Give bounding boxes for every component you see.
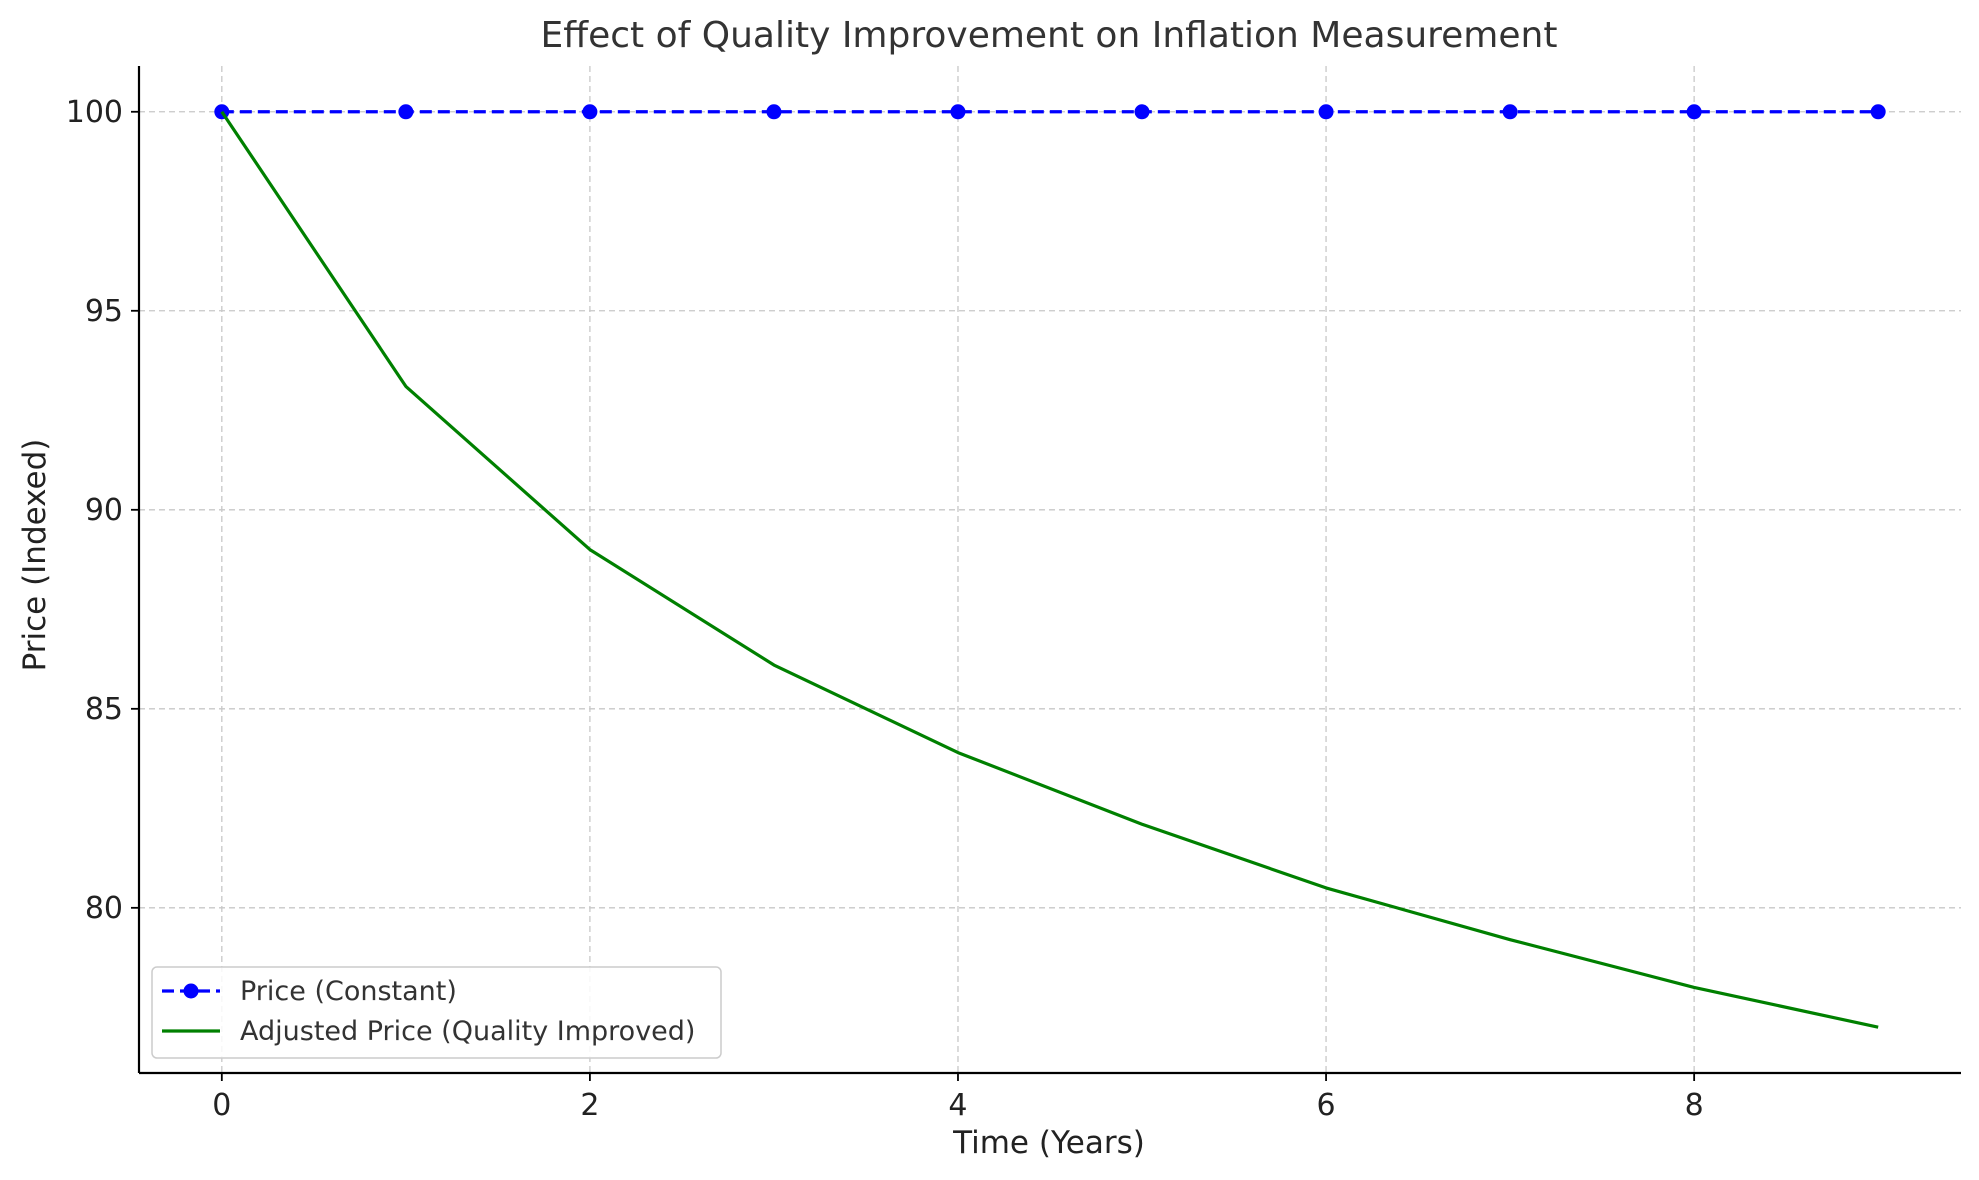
tick-labels: 0 2 4 6 8 80 85 90 95 100 <box>66 95 1704 1123</box>
chart-title: Effect of Quality Improvement on Inflati… <box>541 15 1558 56</box>
x-axis-label: Time (Years) <box>952 1125 1145 1161</box>
data-point-0 <box>950 104 966 120</box>
data-point-0 <box>398 104 414 120</box>
data-point-0 <box>1502 104 1518 120</box>
legend-label-1: Adjusted Price (Quality Improved) <box>240 1016 695 1047</box>
x-tick-label: 6 <box>1317 1088 1336 1123</box>
y-tick-label: 100 <box>66 95 123 130</box>
y-tick-label: 90 <box>85 493 123 528</box>
x-tick-label: 2 <box>580 1088 599 1123</box>
y-tick-label: 85 <box>85 692 123 727</box>
legend: Price (Constant) Adjusted Price (Quality … <box>151 966 722 1059</box>
x-tick-label: 8 <box>1685 1088 1704 1123</box>
x-tick-label: 0 <box>212 1088 231 1123</box>
data-point-0 <box>1870 104 1886 120</box>
data-point-0 <box>1134 104 1150 120</box>
data-point-0 <box>582 104 598 120</box>
data-point-0 <box>1318 104 1334 120</box>
x-tick-label: 4 <box>948 1088 967 1123</box>
data-point-0 <box>766 104 782 120</box>
legend-marker-0 <box>183 983 199 999</box>
data-point-0 <box>1686 104 1702 120</box>
y-axis-label: Price (Indexed) <box>17 439 53 672</box>
legend-label-0: Price (Constant) <box>240 976 457 1007</box>
y-tick-label: 95 <box>85 294 123 329</box>
legend-box <box>151 966 722 1059</box>
y-tick-label: 80 <box>85 891 123 926</box>
series-layer <box>214 104 1886 1029</box>
axes <box>137 66 1961 1075</box>
series-line-1 <box>220 110 1879 1029</box>
gridlines <box>139 66 1961 1073</box>
